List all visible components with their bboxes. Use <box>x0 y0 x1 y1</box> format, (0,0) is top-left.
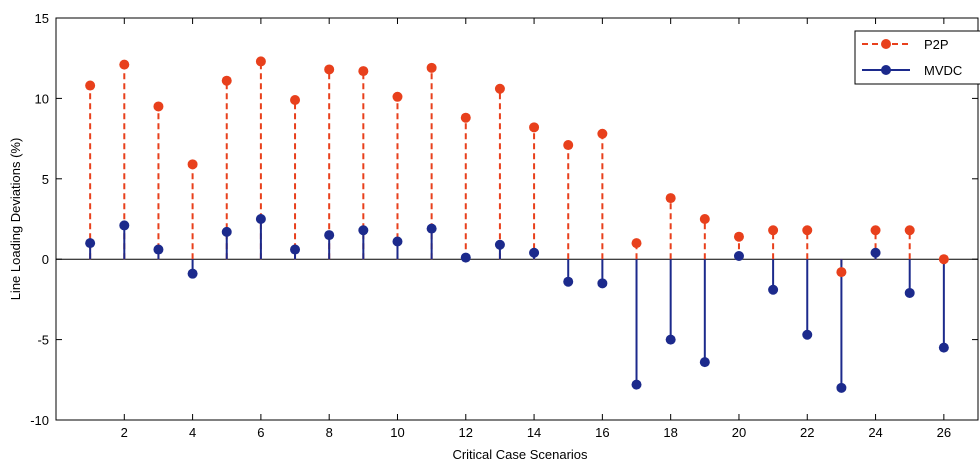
marker-mvdc <box>836 382 847 393</box>
marker-mvdc <box>494 239 505 250</box>
marker-mvdc <box>460 252 471 263</box>
y-axis-label: Line Loading Deviations (%) <box>8 138 23 301</box>
marker-mvdc <box>563 276 574 287</box>
legend-box <box>854 30 980 85</box>
marker-mvdc <box>255 214 266 224</box>
x-tick-label: 24 <box>868 425 882 440</box>
marker-mvdc <box>358 225 369 236</box>
x-tick-label: 16 <box>595 425 609 440</box>
legend-label-p2p: P2P <box>924 37 949 52</box>
legend: P2P MVDC <box>854 30 980 85</box>
marker-mvdc <box>290 244 301 255</box>
marker-mvdc <box>529 247 540 258</box>
marker-mvdc <box>426 223 437 234</box>
marker-p2p <box>494 83 505 94</box>
marker-mvdc <box>153 244 164 255</box>
y-tick-label: 15 <box>35 11 49 26</box>
marker-p2p <box>221 75 232 86</box>
marker-p2p <box>904 225 915 236</box>
marker-p2p <box>529 122 540 133</box>
marker-mvdc <box>699 357 710 368</box>
x-tick-label: 6 <box>257 425 264 440</box>
marker-p2p <box>699 214 710 224</box>
y-tick-label: -5 <box>37 333 49 348</box>
marker-p2p <box>290 95 301 106</box>
marker-p2p <box>153 101 164 112</box>
marker-p2p <box>187 159 198 170</box>
marker-p2p <box>563 140 574 151</box>
x-tick-label: 26 <box>937 425 951 440</box>
y-tick-label: 10 <box>35 91 49 106</box>
marker-p2p <box>870 225 881 236</box>
x-axis-label: Critical Case Scenarios <box>452 447 588 462</box>
marker-mvdc <box>802 329 813 340</box>
y-tick-label: 0 <box>42 252 49 267</box>
marker-p2p <box>460 112 471 123</box>
marker-p2p <box>836 267 847 278</box>
marker-p2p <box>255 56 266 67</box>
marker-p2p <box>392 91 403 102</box>
legend-label-mvdc: MVDC <box>924 63 962 78</box>
marker-p2p <box>938 254 949 265</box>
marker-mvdc <box>870 247 881 258</box>
marker-p2p <box>631 238 642 249</box>
marker-p2p <box>733 231 744 242</box>
x-tick-label: 12 <box>459 425 473 440</box>
marker-mvdc <box>324 230 335 241</box>
marker-mvdc <box>597 278 608 289</box>
marker-p2p <box>802 225 813 236</box>
legend-marker-p2p <box>881 39 891 49</box>
plot-area <box>55 17 979 421</box>
x-tick-label: 14 <box>527 425 541 440</box>
marker-p2p <box>426 62 437 73</box>
y-tick-label: 5 <box>42 172 49 187</box>
y-tick-label: -10 <box>30 413 49 428</box>
marker-mvdc <box>119 220 130 231</box>
marker-mvdc <box>904 287 915 298</box>
x-tick-label: 18 <box>663 425 677 440</box>
x-tick-label: 4 <box>189 425 196 440</box>
marker-p2p <box>597 128 608 139</box>
legend-marker-mvdc <box>881 65 891 75</box>
marker-mvdc <box>631 379 642 390</box>
marker-mvdc <box>187 268 198 279</box>
marker-mvdc <box>733 250 744 261</box>
x-tick-label: 20 <box>732 425 746 440</box>
x-tick-label: 8 <box>326 425 333 440</box>
marker-mvdc <box>665 334 676 345</box>
marker-p2p <box>665 193 676 204</box>
marker-mvdc <box>392 236 403 247</box>
marker-mvdc <box>938 342 949 353</box>
marker-p2p <box>324 64 335 75</box>
x-tick-label: 10 <box>390 425 404 440</box>
marker-p2p <box>119 59 130 70</box>
marker-mvdc <box>221 226 232 237</box>
marker-p2p <box>768 225 779 236</box>
marker-mvdc <box>768 284 779 295</box>
x-tick-label: 2 <box>121 425 128 440</box>
marker-p2p <box>358 66 369 77</box>
marker-mvdc <box>85 238 96 249</box>
stems-layer <box>85 56 949 393</box>
marker-p2p <box>85 80 96 91</box>
x-tick-label: 22 <box>800 425 814 440</box>
